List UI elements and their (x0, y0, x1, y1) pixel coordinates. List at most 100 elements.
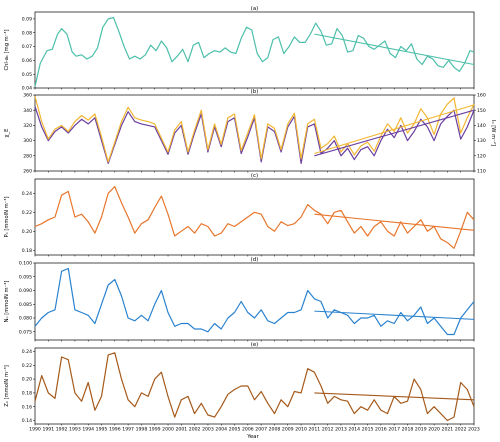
x-tick-label: 1990 (29, 427, 41, 433)
panel-title: (d) (251, 257, 259, 263)
y-tick-label: 0.18 (22, 391, 32, 397)
plot-frame (34, 262, 475, 341)
y-tick-label: 0.24 (22, 191, 32, 197)
x-tick-label: 2015 (362, 427, 374, 433)
plot-frame (34, 178, 475, 256)
plot-frame (34, 347, 475, 425)
y-tick-label: 280 (23, 153, 32, 159)
y-right-tick-label: 110 (477, 169, 486, 175)
x-tick-label: 2014 (348, 427, 360, 433)
panel-title: (a) (251, 6, 259, 12)
series-line (34, 352, 475, 422)
x-tick-label: 2002 (189, 427, 201, 433)
y-axis-label: N₀ [mmolN m⁻³] (4, 281, 10, 323)
panel-d: (d) 0.075 0.080 0.085 0.090 0.095 0.100 N₀ [mmo… (4, 257, 475, 342)
trend-line (314, 33, 475, 66)
x-tick-label: 2016 (375, 427, 387, 433)
x-tick-label: 2011 (309, 427, 321, 433)
y-tick-label: 0.20 (22, 377, 32, 383)
y-right-tick-label: 160 (477, 93, 486, 99)
x-tick-label: 1995 (96, 427, 108, 433)
panel-a: (a) 0.04 0.05 0.06 0.07 0.08 0.09 Chl-a₀ [mg m⁻… (4, 6, 475, 92)
x-tick-label: 2006 (242, 427, 254, 433)
series-line (34, 16, 475, 87)
y-tick-label: 0.075 (19, 329, 32, 335)
x-tick-label: 1994 (82, 427, 94, 433)
x-tick-label: 2022 (455, 427, 467, 433)
y-axis-label: χ_E (4, 129, 10, 138)
x-tick-label: 2003 (202, 427, 214, 433)
y-tick-label: 260 (23, 169, 32, 175)
y-tick-label: 0.07 (22, 44, 32, 50)
y-axis-label: Chl-a₀ [mg m⁻³] (4, 29, 10, 70)
x-tick-label: 2008 (269, 427, 281, 433)
x-tick-label: 2010 (295, 427, 307, 433)
y-tick-label: 0.100 (19, 261, 32, 267)
y-tick-label: 300 (23, 138, 32, 144)
x-tick-label: 2001 (175, 427, 187, 433)
x-tick-label: 2021 (442, 427, 454, 433)
x-tick-label: 1996 (109, 427, 121, 433)
y-tick-label: 0.18 (22, 248, 32, 254)
x-tick-label: 2023 (468, 427, 480, 433)
x-tick-label: 2020 (428, 427, 440, 433)
x-tick-label: 1993 (69, 427, 81, 433)
trend-line (314, 310, 475, 320)
x-tick-label: 2018 (402, 427, 414, 433)
y-tick-label: 0.04 (22, 86, 32, 92)
y-tick-label: 340 (23, 108, 32, 114)
panel-title: (c) (251, 173, 258, 179)
trend-line (314, 104, 475, 155)
y-right-tick-label: 140 (477, 123, 486, 129)
y-tick-label: 0.09 (22, 17, 32, 23)
x-tick-label: 2009 (282, 427, 294, 433)
series-line (34, 267, 475, 336)
y-tick-label: 0.05 (22, 72, 32, 78)
y-tick-label: 0.22 (22, 210, 32, 216)
x-tick-label: 2013 (335, 427, 347, 433)
y-tick-label: 0.08 (22, 30, 32, 36)
x-tick-label: 1998 (136, 427, 148, 433)
x-tick-label: 2007 (255, 427, 267, 433)
y-tick-label: 0.06 (22, 58, 32, 64)
y-axis-label: P₀ [mmolN m⁻³] (4, 196, 10, 237)
panel-b: (b) 260 280 300 320 340 360 χ_E 110 120 130 140 150 1… (4, 89, 496, 175)
y-axis-label: Z₀ [mmolN m⁻³] (4, 365, 10, 406)
series-line (34, 186, 475, 249)
y-tick-label: 0.24 (22, 349, 32, 355)
panel-c: (c) 0.18 0.20 0.22 0.24 P₀ [mmolN m⁻³] (4, 173, 475, 257)
trend-line (314, 213, 475, 231)
y-tick-label: 0.20 (22, 229, 32, 235)
trend-line (314, 109, 475, 157)
y-tick-label: 0.14 (22, 418, 32, 424)
panel-title: (e) (251, 342, 259, 348)
x-tick-label: 1991 (42, 427, 54, 433)
trend-line (314, 392, 475, 401)
x-axis-label: Year (246, 434, 259, 440)
series-line (34, 96, 475, 163)
plot-frame (34, 11, 475, 89)
x-tick-label: 1992 (56, 427, 68, 433)
x-tick-label: 2004 (215, 427, 227, 433)
x-tick-label: 1997 (122, 427, 134, 433)
y-tick-label: 360 (23, 93, 32, 99)
y-tick-label: 0.16 (22, 404, 32, 410)
y-tick-label: 0.080 (19, 316, 32, 322)
plot-frame (34, 94, 475, 172)
y-tick-label: 0.22 (22, 363, 32, 369)
y-tick-label: 0.090 (19, 288, 32, 294)
y-right-axis-label: I₀ [W m⁻²] (490, 120, 496, 146)
y-tick-label: 0.085 (19, 302, 32, 308)
y-right-tick-label: 130 (477, 138, 486, 144)
x-tick-label: 2019 (415, 427, 427, 433)
y-right-tick-label: 120 (477, 153, 486, 159)
panel-title: (b) (251, 89, 259, 95)
panel-e: (e) 0.14 0.16 0.18 0.20 0.22 0.24 Z₀ [mmolN m⁻³… (4, 342, 480, 433)
panels: (a) 0.04 0.05 0.06 0.07 0.08 0.09 Chl-a₀ [mg m⁻… (4, 6, 496, 433)
y-right-tick-label: 150 (477, 108, 486, 114)
y-tick-label: 320 (23, 123, 32, 129)
x-tick-label: 2017 (388, 427, 400, 433)
y-tick-label: 0.095 (19, 274, 32, 280)
x-tick-label: 2005 (229, 427, 241, 433)
